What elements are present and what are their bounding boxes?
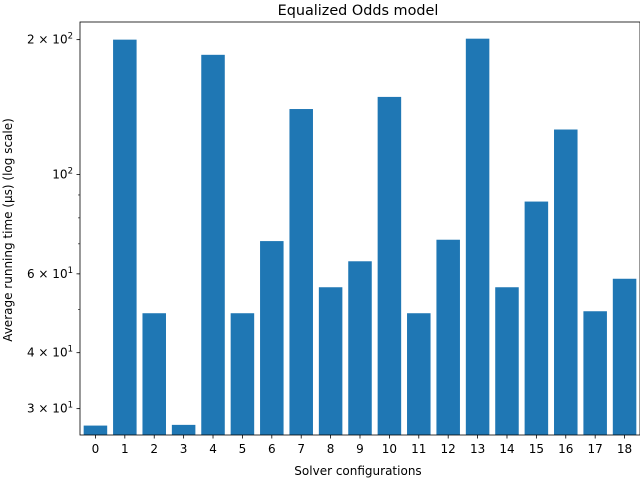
bar-1 [113, 39, 137, 436]
x-tick-label-15: 15 [529, 442, 544, 456]
y-tick-label-40: 4 × 101 [27, 345, 73, 360]
x-tick-label-18: 18 [617, 442, 632, 456]
bar-6 [260, 241, 284, 435]
y-tick-label-30: 3 × 101 [27, 401, 73, 416]
x-tick-label-16: 16 [558, 442, 573, 456]
chart-title: Equalized Odds model [278, 3, 439, 19]
x-tick-label-0: 0 [92, 442, 100, 456]
x-tick-label-10: 10 [382, 442, 397, 456]
x-tick-label-7: 7 [297, 442, 305, 456]
x-tick-label-17: 17 [588, 442, 603, 456]
bar-12 [436, 239, 460, 435]
y-tick-label-200: 2 × 102 [27, 32, 73, 47]
bar-14 [495, 287, 519, 435]
bar-8 [318, 287, 343, 435]
x-tick-label-6: 6 [268, 442, 276, 456]
x-axis-label: Solver configurations [294, 464, 421, 478]
bar-10 [377, 96, 402, 435]
bar-7 [289, 109, 313, 435]
bar-17 [583, 311, 607, 435]
bar-2 [142, 313, 166, 435]
x-tick-label-12: 12 [441, 442, 456, 456]
bar-15 [524, 201, 549, 435]
y-tick-label-60: 6 × 101 [27, 266, 73, 281]
x-tick-label-2: 2 [150, 442, 158, 456]
x-tick-label-13: 13 [470, 442, 485, 456]
bar-5 [230, 313, 255, 435]
x-tick-label-9: 9 [356, 442, 364, 456]
bar-16 [554, 129, 578, 435]
bar-0 [83, 425, 108, 435]
bar-3 [171, 424, 196, 435]
x-tick-label-5: 5 [239, 442, 247, 456]
bar-4 [201, 54, 225, 435]
x-tick-label-4: 4 [209, 442, 217, 456]
y-tick-label-100: 102 [52, 166, 73, 181]
bar-11 [407, 313, 431, 435]
bar-13 [465, 38, 490, 436]
x-tick-label-8: 8 [327, 442, 335, 456]
x-tick-label-14: 14 [499, 442, 514, 456]
y-axis-label: Average running time (µs) (log scale) [1, 118, 15, 342]
x-tick-label-3: 3 [180, 442, 188, 456]
x-tick-label-11: 11 [411, 442, 426, 456]
x-tick-label-1: 1 [121, 442, 129, 456]
bar-9 [348, 261, 372, 435]
bar-18 [612, 278, 637, 435]
